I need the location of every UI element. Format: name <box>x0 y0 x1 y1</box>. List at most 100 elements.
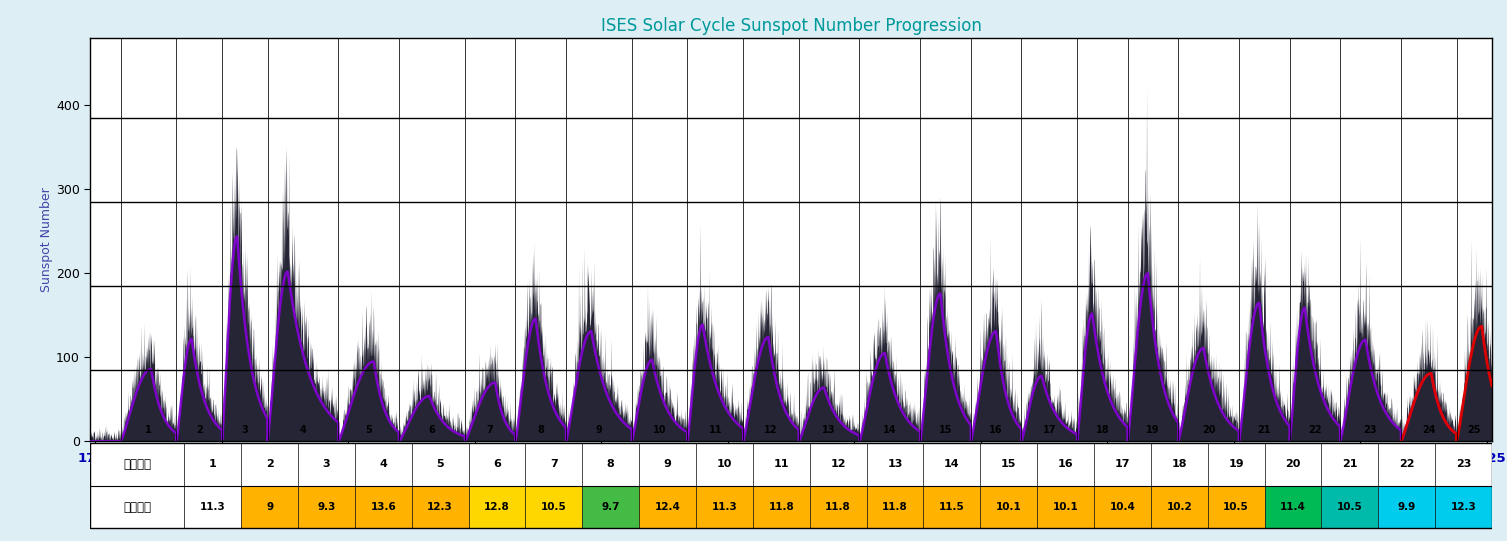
Text: 11.8: 11.8 <box>769 502 794 512</box>
Text: 23: 23 <box>1456 459 1471 470</box>
Bar <box>1322 486 1379 529</box>
Bar <box>980 486 1037 529</box>
Text: 3: 3 <box>322 459 330 470</box>
Text: 8: 8 <box>607 459 615 470</box>
Text: 20: 20 <box>1203 425 1215 434</box>
Text: 10.5: 10.5 <box>1337 502 1362 512</box>
Bar <box>582 443 639 486</box>
Bar <box>184 443 241 486</box>
Text: 11.5: 11.5 <box>939 502 964 512</box>
Bar <box>639 443 696 486</box>
Text: 16: 16 <box>1058 459 1073 470</box>
Bar <box>1207 486 1264 529</box>
Text: 12.4: 12.4 <box>654 502 681 512</box>
Text: 1: 1 <box>209 459 217 470</box>
Text: 7: 7 <box>487 425 493 434</box>
Bar <box>1094 486 1151 529</box>
Text: 22: 22 <box>1308 425 1322 434</box>
Bar <box>354 486 411 529</box>
Text: 22: 22 <box>1398 459 1415 470</box>
Text: 14: 14 <box>943 459 960 470</box>
Text: 11.4: 11.4 <box>1279 502 1307 512</box>
Text: 17: 17 <box>1043 425 1056 434</box>
Text: 11.3: 11.3 <box>200 502 226 512</box>
Bar <box>1094 443 1151 486</box>
Text: 13.6: 13.6 <box>371 502 396 512</box>
Bar <box>1151 443 1207 486</box>
Bar <box>90 443 184 486</box>
Bar <box>526 443 582 486</box>
Text: 12.3: 12.3 <box>1451 502 1477 512</box>
Bar <box>696 486 754 529</box>
Text: 18: 18 <box>1171 459 1188 470</box>
Text: 6: 6 <box>493 459 500 470</box>
Text: 20: 20 <box>1285 459 1301 470</box>
Bar <box>1151 486 1207 529</box>
Text: 11.8: 11.8 <box>882 502 907 512</box>
Bar <box>1322 443 1379 486</box>
Bar <box>241 443 298 486</box>
Bar <box>696 443 754 486</box>
Text: 12.3: 12.3 <box>428 502 454 512</box>
Text: 24: 24 <box>1423 425 1436 434</box>
Text: 9: 9 <box>595 425 603 434</box>
Text: 19: 19 <box>1228 459 1243 470</box>
Text: 1: 1 <box>145 425 152 434</box>
Text: 14: 14 <box>883 425 897 434</box>
Text: 12: 12 <box>830 459 845 470</box>
Bar <box>184 486 241 529</box>
Bar <box>582 486 639 529</box>
Y-axis label: Sunspot Number: Sunspot Number <box>41 187 53 292</box>
Bar <box>1037 443 1094 486</box>
Bar <box>411 443 469 486</box>
Text: 10: 10 <box>717 459 732 470</box>
Text: 9: 9 <box>267 502 273 512</box>
Bar <box>469 443 526 486</box>
Text: 5: 5 <box>437 459 445 470</box>
Bar <box>924 443 980 486</box>
Bar <box>298 443 354 486</box>
Bar <box>241 486 298 529</box>
Bar <box>1435 443 1492 486</box>
Text: 17: 17 <box>1115 459 1130 470</box>
Text: 10.1: 10.1 <box>1053 502 1079 512</box>
Bar <box>1264 443 1322 486</box>
Bar <box>867 486 924 529</box>
Bar <box>469 486 526 529</box>
Text: 9.7: 9.7 <box>601 502 619 512</box>
Text: 10.5: 10.5 <box>1224 502 1249 512</box>
Text: 6: 6 <box>428 425 436 434</box>
Bar <box>754 443 809 486</box>
Bar <box>526 486 582 529</box>
Bar <box>1379 443 1435 486</box>
Text: 11: 11 <box>708 425 722 434</box>
Text: 10.2: 10.2 <box>1166 502 1192 512</box>
Text: 9.9: 9.9 <box>1397 502 1415 512</box>
Text: 15: 15 <box>1001 459 1016 470</box>
Text: 10.4: 10.4 <box>1109 502 1135 512</box>
Bar <box>809 486 867 529</box>
Bar <box>1435 486 1492 529</box>
Bar <box>809 443 867 486</box>
Text: 10.5: 10.5 <box>541 502 567 512</box>
Bar <box>354 443 411 486</box>
Text: 10.1: 10.1 <box>996 502 1022 512</box>
Text: 21: 21 <box>1343 459 1358 470</box>
Text: 持续时间: 持续时间 <box>124 500 151 513</box>
Text: 周期序数: 周期序数 <box>124 458 151 471</box>
Bar <box>867 443 924 486</box>
Text: 12.8: 12.8 <box>484 502 509 512</box>
Text: 9.3: 9.3 <box>318 502 336 512</box>
Text: 11: 11 <box>773 459 790 470</box>
Bar <box>754 486 809 529</box>
Text: 11.3: 11.3 <box>711 502 737 512</box>
Bar <box>924 486 980 529</box>
Text: 2: 2 <box>265 459 273 470</box>
Title: ISES Solar Cycle Sunspot Number Progression: ISES Solar Cycle Sunspot Number Progress… <box>601 17 981 35</box>
Text: 4: 4 <box>300 425 306 434</box>
Bar <box>980 443 1037 486</box>
Text: 4: 4 <box>380 459 387 470</box>
Text: 13: 13 <box>823 425 836 434</box>
Text: 12: 12 <box>764 425 778 434</box>
Text: 10: 10 <box>653 425 666 434</box>
